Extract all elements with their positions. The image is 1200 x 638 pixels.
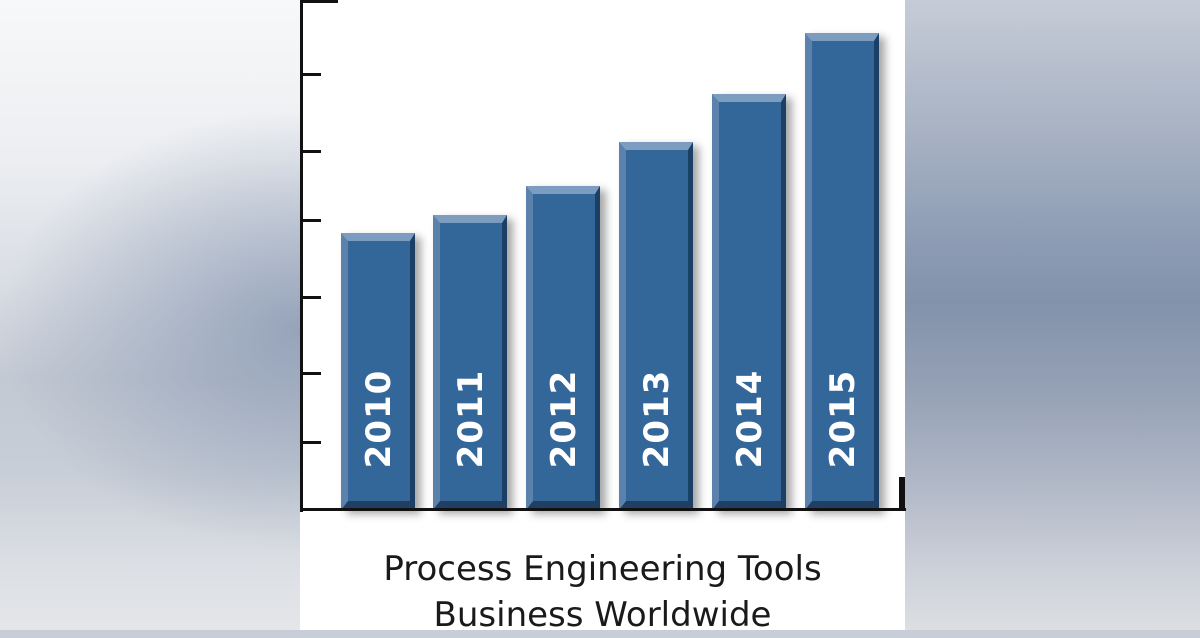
y-tick — [300, 372, 321, 375]
bar-label: 2012 — [544, 369, 584, 469]
y-tick — [300, 150, 321, 153]
x-axis-end-cap — [899, 477, 905, 511]
chart-title-line-2: Business Worldwide — [433, 595, 772, 635]
bar-label: 2014 — [730, 369, 770, 469]
chart-title-line-1: Process Engineering Tools — [383, 549, 822, 589]
background-left — [0, 0, 300, 630]
y-axis — [300, 0, 303, 512]
bar-label: 2010 — [359, 369, 399, 469]
bar-2010: 2010 — [341, 233, 415, 510]
x-axis — [300, 508, 906, 511]
background-right — [905, 0, 1200, 630]
bar-label: 2011 — [451, 369, 491, 469]
y-tick — [300, 296, 321, 299]
bar-label: 2015 — [823, 369, 863, 469]
bar-2015: 2015 — [805, 33, 879, 510]
bar-2013: 2013 — [619, 142, 693, 510]
chart-title: Process Engineering Tools Business World… — [300, 546, 905, 638]
y-tick — [300, 441, 321, 444]
bar-2012: 2012 — [526, 186, 600, 510]
bar-2011: 2011 — [433, 215, 507, 510]
y-tick — [300, 73, 321, 76]
bar-label: 2013 — [637, 369, 677, 469]
y-tick — [300, 219, 321, 222]
y-tick — [300, 0, 338, 3]
bar-2014: 2014 — [712, 94, 786, 510]
